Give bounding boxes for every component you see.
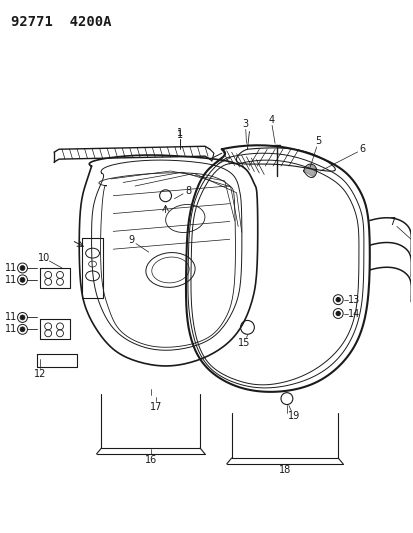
Text: 4: 4: [268, 115, 273, 125]
Text: 7: 7: [388, 217, 395, 228]
Text: 17: 17: [149, 401, 161, 411]
Circle shape: [20, 277, 25, 282]
Polygon shape: [303, 164, 316, 177]
Text: 8: 8: [185, 186, 191, 196]
Circle shape: [335, 297, 339, 302]
Text: 1: 1: [177, 131, 183, 140]
Circle shape: [20, 315, 25, 320]
Text: 12: 12: [34, 369, 46, 379]
Text: 15: 15: [238, 338, 250, 348]
Text: 19: 19: [287, 411, 299, 422]
Circle shape: [20, 327, 25, 332]
Text: 16: 16: [144, 455, 157, 465]
Text: 1: 1: [177, 128, 183, 139]
Text: 9: 9: [128, 235, 134, 245]
Circle shape: [20, 265, 25, 270]
Text: 5: 5: [315, 136, 321, 147]
Text: 3: 3: [242, 118, 248, 128]
Text: 13: 13: [347, 295, 359, 305]
Text: 11: 11: [5, 263, 17, 273]
Text: 14: 14: [347, 309, 359, 319]
Text: 10: 10: [38, 253, 50, 263]
Text: 18: 18: [278, 465, 290, 475]
Text: 11: 11: [5, 312, 17, 322]
Text: 11: 11: [5, 325, 17, 334]
Text: 6: 6: [359, 144, 365, 154]
Text: 11: 11: [5, 275, 17, 285]
Circle shape: [335, 311, 339, 316]
Text: 92771  4200A: 92771 4200A: [11, 14, 111, 29]
